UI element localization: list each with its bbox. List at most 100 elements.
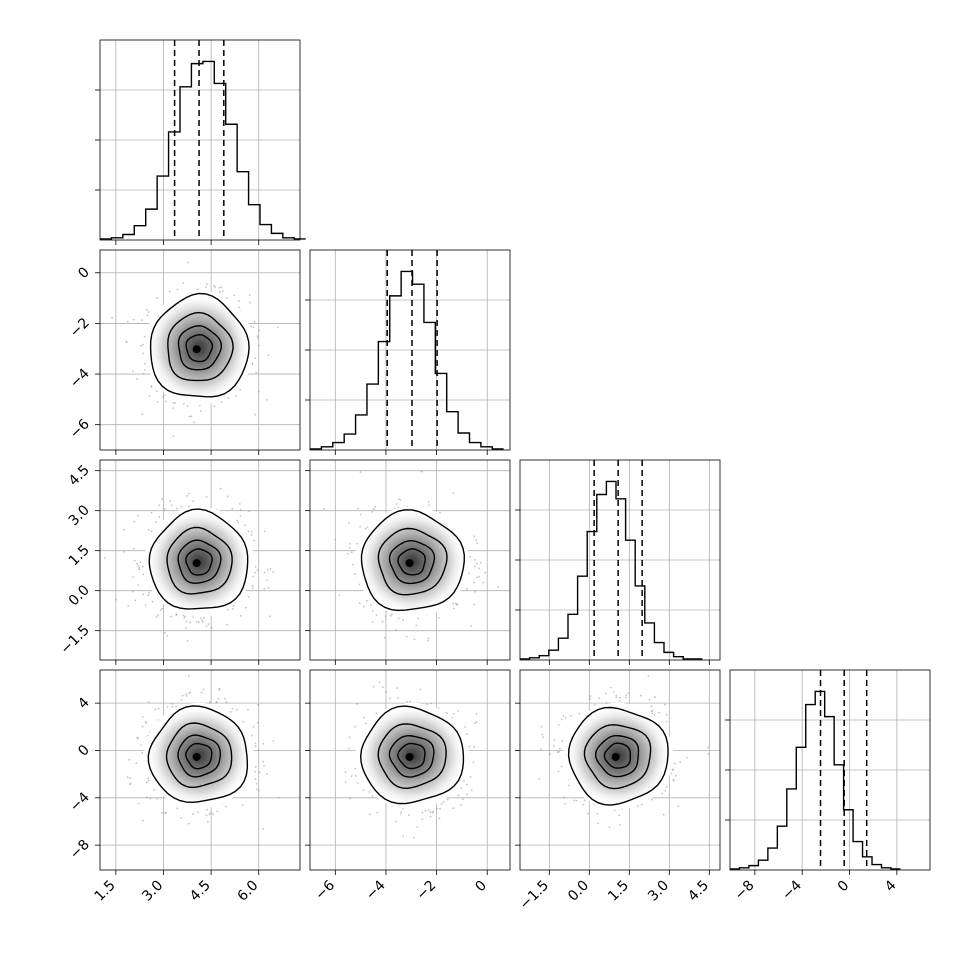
scatter-point xyxy=(419,688,422,691)
scatter-point xyxy=(385,691,388,694)
scatter-point xyxy=(159,609,162,611)
scatter-point xyxy=(247,595,250,598)
scatter-point xyxy=(132,576,135,578)
scatter-point xyxy=(219,487,222,490)
scatter-point xyxy=(452,602,455,605)
scatter-point xyxy=(430,702,432,705)
scatter-point xyxy=(375,614,378,617)
scatter-point xyxy=(559,747,561,750)
scatter-point xyxy=(639,694,642,697)
scatter-point xyxy=(416,826,419,828)
scatter-point xyxy=(238,300,240,303)
scatter-point xyxy=(162,396,164,399)
scatter-point xyxy=(662,813,665,816)
x-tick-label: −4 xyxy=(363,877,389,903)
scatter-point xyxy=(142,573,145,576)
scatter-point xyxy=(665,786,668,788)
scatter-point xyxy=(220,286,223,289)
scatter-point xyxy=(252,725,255,728)
scatter-point xyxy=(468,572,470,575)
scatter-point xyxy=(253,320,256,323)
scatter-point xyxy=(262,760,264,763)
scatter-point xyxy=(219,291,221,294)
histogram-step-line xyxy=(520,480,703,660)
scatter-point xyxy=(184,452,186,454)
scatter-point xyxy=(658,711,661,714)
scatter-point xyxy=(594,703,596,706)
scatter-point xyxy=(247,530,250,533)
scatter-point xyxy=(186,405,189,407)
histogram-step-line xyxy=(100,60,306,240)
scatter-point xyxy=(163,632,166,634)
x-tick-label: −6 xyxy=(312,877,338,903)
scatter-point xyxy=(578,712,581,715)
scatter-point xyxy=(147,777,150,780)
scatter-point xyxy=(168,290,171,293)
y-tick-label: 1.5 xyxy=(66,542,93,569)
scatter-point xyxy=(166,705,169,708)
contour-line xyxy=(147,705,248,804)
scatter-point xyxy=(154,708,157,711)
scatter-point xyxy=(685,756,688,759)
scatter-point xyxy=(149,797,152,800)
scatter-point xyxy=(218,286,221,289)
scatter-point xyxy=(383,636,386,639)
scatter-point xyxy=(664,790,667,792)
scatter-point xyxy=(147,701,150,704)
scatter-point xyxy=(470,789,473,792)
scatter-point xyxy=(262,828,264,830)
scatter-point xyxy=(166,634,169,637)
scatter-point xyxy=(192,813,194,815)
scatter-point xyxy=(478,575,480,578)
scatter-point xyxy=(393,507,396,510)
scatter-point xyxy=(372,685,375,688)
scatter-point xyxy=(137,584,140,586)
peak-marker xyxy=(405,752,414,761)
contour-line xyxy=(177,734,222,778)
scatter-point xyxy=(244,606,247,609)
scatter-point xyxy=(145,796,148,799)
scatter-point xyxy=(255,371,257,374)
scatter-point xyxy=(266,398,269,401)
contour-line xyxy=(377,527,448,596)
scatter-point xyxy=(427,809,430,812)
scatter-point xyxy=(468,745,471,748)
scatter-point xyxy=(147,529,150,532)
scatter-point xyxy=(476,542,479,545)
x-tick-label: 0 xyxy=(835,878,853,896)
panel-frame xyxy=(309,669,511,871)
scatter-point xyxy=(142,593,145,596)
peak-marker xyxy=(192,752,201,761)
scatter-point xyxy=(661,792,664,795)
scatter-point xyxy=(647,674,650,677)
scatter-point xyxy=(254,565,257,568)
scatter-point xyxy=(171,705,174,708)
scatter-point xyxy=(132,318,135,321)
scatter-point xyxy=(474,722,476,725)
scatter-point xyxy=(277,326,279,329)
contour-line xyxy=(149,292,250,398)
contour-line xyxy=(166,526,233,595)
scatter-point xyxy=(160,812,163,814)
scatter-point xyxy=(350,551,353,554)
scatter-point xyxy=(202,688,205,691)
scatter-point xyxy=(172,435,175,438)
scatter-point xyxy=(359,471,362,473)
scatter-point xyxy=(155,615,158,618)
scatter-point xyxy=(140,319,143,322)
scatter-point xyxy=(465,733,468,736)
scatter-point xyxy=(133,520,136,523)
scatter-point xyxy=(153,788,155,791)
scatter-point xyxy=(475,712,478,715)
scatter-panel-1-3 xyxy=(305,669,511,875)
scatter-point xyxy=(538,777,541,780)
peak-marker xyxy=(192,559,201,568)
scatter-point xyxy=(206,808,209,811)
scatter-point xyxy=(357,507,359,510)
scatter-point xyxy=(437,616,440,619)
x-tick-label: 6.0 xyxy=(235,878,262,905)
scatter-point xyxy=(413,836,415,839)
panel-content xyxy=(344,681,478,839)
scatter-point xyxy=(424,809,427,812)
scatter-point xyxy=(352,563,354,566)
